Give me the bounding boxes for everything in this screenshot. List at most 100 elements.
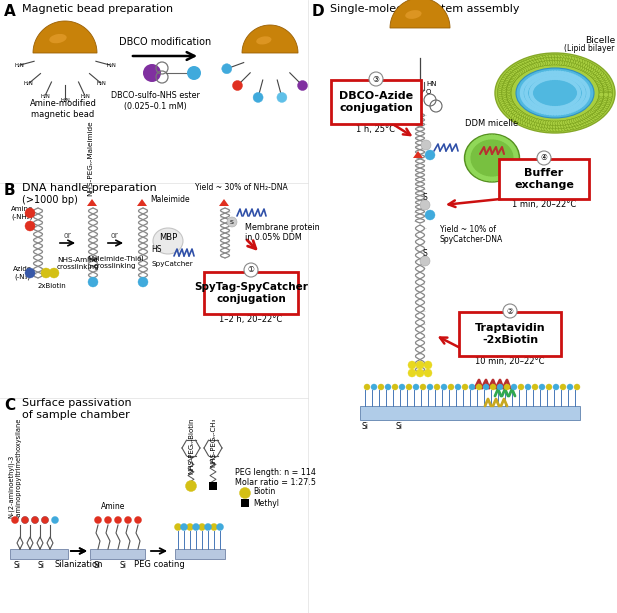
Circle shape [547,57,552,63]
Circle shape [592,112,597,116]
Circle shape [455,384,461,390]
Circle shape [537,123,542,128]
Circle shape [420,256,430,266]
Circle shape [425,210,435,220]
Circle shape [507,97,512,102]
Circle shape [512,162,517,167]
Circle shape [607,94,612,99]
Circle shape [568,59,573,64]
Circle shape [564,55,569,60]
Circle shape [545,61,550,66]
Circle shape [572,124,578,129]
Circle shape [606,81,611,86]
Circle shape [494,135,500,140]
Circle shape [503,172,508,178]
Text: N-(2-aminoethyl)-3
-aminopropyltrimethoxysilane: N-(2-aminoethyl)-3 -aminopropyltrimethox… [8,418,22,519]
Text: ③: ③ [373,75,379,83]
Circle shape [551,106,555,110]
Circle shape [544,126,549,131]
Circle shape [392,384,398,390]
Circle shape [94,517,102,524]
Circle shape [497,93,502,97]
Circle shape [599,92,604,97]
Text: HN: HN [426,81,436,87]
Circle shape [597,107,602,112]
Circle shape [535,82,539,85]
Circle shape [564,104,568,109]
Circle shape [570,105,574,110]
Circle shape [582,121,587,126]
Text: Buffer
exchange: Buffer exchange [514,168,574,190]
Circle shape [510,109,515,114]
Circle shape [570,77,574,80]
Circle shape [538,126,543,131]
Circle shape [595,72,600,77]
Circle shape [587,70,592,75]
Circle shape [523,67,528,72]
Text: DDM micelle: DDM micelle [465,119,519,128]
Circle shape [510,68,515,73]
Circle shape [520,93,524,97]
Circle shape [413,384,419,390]
Circle shape [534,122,539,127]
Circle shape [582,60,587,65]
Circle shape [575,97,579,101]
Circle shape [466,162,471,167]
Circle shape [597,100,602,105]
Circle shape [497,384,503,390]
Circle shape [498,94,503,99]
Circle shape [528,101,532,104]
Text: C: C [4,398,15,413]
Text: PEG length: n = 114
Molar ratio = 1:27.5: PEG length: n = 114 Molar ratio = 1:27.5 [235,468,316,487]
Circle shape [575,79,579,83]
Circle shape [508,100,513,105]
Circle shape [565,61,569,66]
Circle shape [508,74,513,79]
Circle shape [558,74,561,77]
Circle shape [575,102,579,107]
Circle shape [540,75,544,79]
Text: Si: Si [13,561,20,570]
Circle shape [424,369,432,377]
Circle shape [548,121,553,126]
Circle shape [364,384,370,390]
Circle shape [574,99,578,103]
Circle shape [482,175,487,180]
Circle shape [22,517,28,524]
Circle shape [529,61,534,66]
Circle shape [531,118,536,123]
Circle shape [513,112,518,116]
Circle shape [547,55,552,59]
Circle shape [550,112,555,116]
Circle shape [524,102,529,106]
Circle shape [577,90,581,94]
Circle shape [511,77,516,82]
Circle shape [520,89,524,93]
Circle shape [239,487,251,498]
Circle shape [576,61,581,66]
Ellipse shape [405,10,421,19]
Circle shape [558,124,563,129]
Circle shape [540,61,545,66]
Circle shape [505,140,510,145]
Circle shape [592,107,597,112]
Circle shape [547,105,552,110]
Circle shape [586,93,590,97]
Circle shape [513,65,518,70]
Circle shape [595,109,600,114]
Circle shape [608,93,613,97]
Circle shape [515,113,520,118]
Text: A: A [4,4,16,19]
Circle shape [507,84,512,89]
Text: or: or [111,230,119,240]
Circle shape [516,117,521,123]
Circle shape [539,123,544,128]
Circle shape [526,79,530,83]
Circle shape [602,83,607,88]
Circle shape [532,84,536,88]
Circle shape [586,88,590,92]
Circle shape [506,77,511,82]
Circle shape [573,78,578,82]
Circle shape [193,524,199,530]
Circle shape [524,118,530,124]
